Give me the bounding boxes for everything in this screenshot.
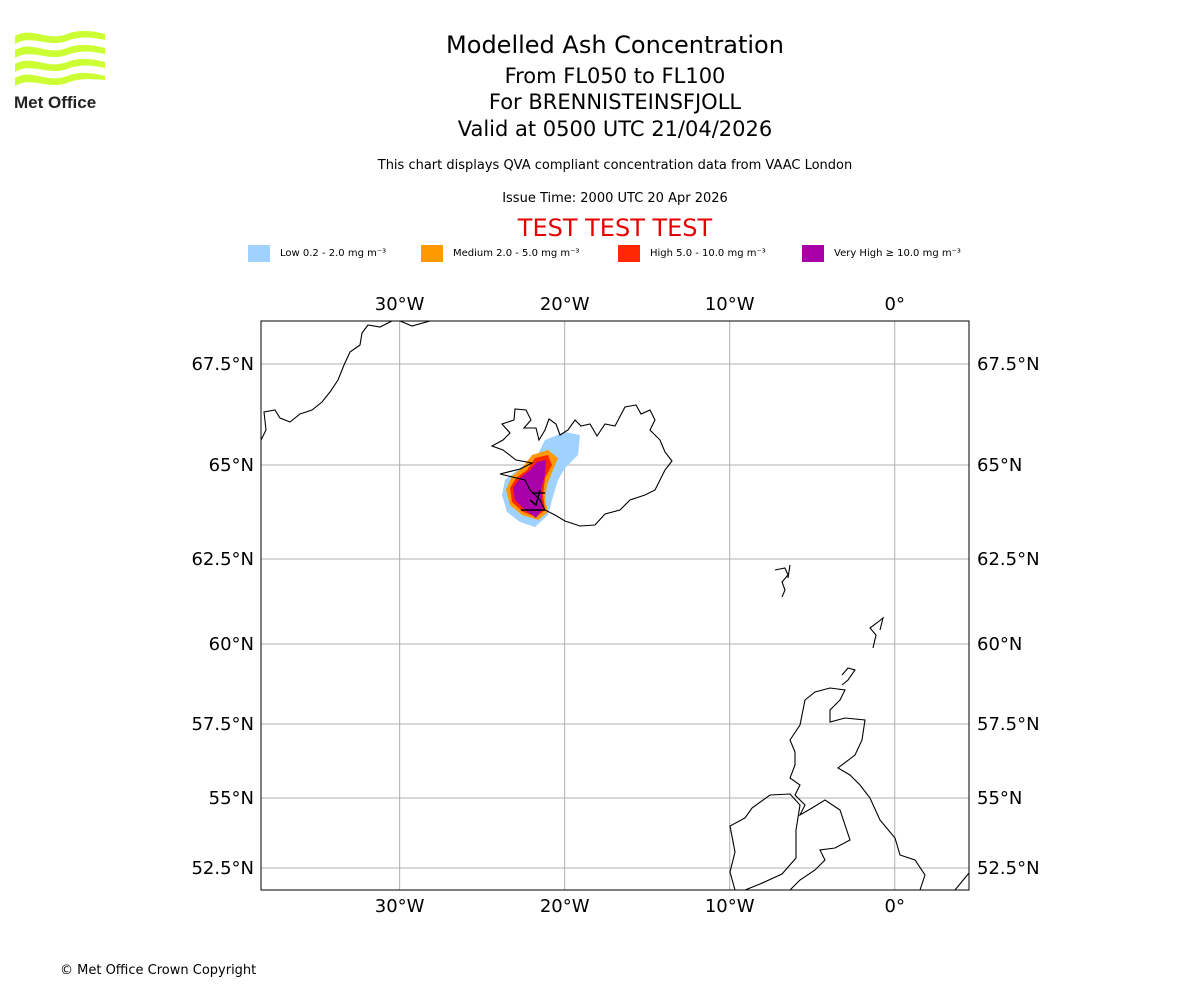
test-banner: TEST TEST TEST xyxy=(517,214,713,242)
lat-tick-label: 57.5°N xyxy=(191,714,254,735)
legend-label: High 5.0 - 10.0 mg m⁻³ xyxy=(650,248,766,259)
coast-france xyxy=(954,872,969,890)
lat-tick-label: 67.5°N xyxy=(191,354,254,375)
gridlines xyxy=(261,321,969,890)
lon-tick-label: 0° xyxy=(885,294,905,315)
volcano-region-lines xyxy=(521,489,545,511)
lon-tick-label: 0° xyxy=(885,896,905,917)
description: This chart displays QVA compliant concen… xyxy=(377,158,853,173)
copyright: © Met Office Crown Copyright xyxy=(60,963,257,978)
lon-tick-label: 30°W xyxy=(375,294,425,315)
lat-tick-label: 62.5°N xyxy=(191,549,254,570)
coast-orkney xyxy=(841,667,856,686)
legend-high: High 5.0 - 10.0 mg m⁻³ xyxy=(618,245,766,262)
chart-title: Modelled Ash Concentration xyxy=(446,31,784,59)
legend-label: Medium 2.0 - 5.0 mg m⁻³ xyxy=(453,248,580,259)
lat-tick-label: 52.5°N xyxy=(191,858,254,879)
legend-swatch xyxy=(248,245,270,262)
legend-swatch xyxy=(618,245,640,262)
coastlines xyxy=(261,321,969,890)
svg-text:Met Office: Met Office xyxy=(14,93,96,112)
lon-tick-label: 30°W xyxy=(375,896,425,917)
lon-tick-label: 20°W xyxy=(540,896,590,917)
lat-tick-label: 52.5°N xyxy=(977,858,1040,879)
lat-tick-label: 57.5°N xyxy=(977,714,1040,735)
valid-time: Valid at 0500 UTC 21/04/2026 xyxy=(457,117,773,141)
flight-levels: From FL050 to FL100 xyxy=(504,64,726,88)
lat-tick-label: 62.5°N xyxy=(977,549,1040,570)
ash-cloud xyxy=(502,432,580,527)
lat-tick-label: 65°N xyxy=(977,455,1022,476)
coast-iceland xyxy=(490,404,673,527)
legend-low: Low 0.2 - 2.0 mg m⁻³ xyxy=(248,245,386,262)
coast-ireland xyxy=(729,793,801,890)
legend-swatch xyxy=(802,245,824,262)
lon-tick-label: 10°W xyxy=(705,896,755,917)
legend-label: Very High ≥ 10.0 mg m⁻³ xyxy=(834,248,961,259)
lat-tick-label: 60°N xyxy=(209,634,254,655)
lat-tick-label: 60°N xyxy=(977,634,1022,655)
lat-tick-label: 55°N xyxy=(977,788,1022,809)
coast-britain xyxy=(789,687,926,890)
issue-time: Issue Time: 2000 UTC 20 Apr 2026 xyxy=(502,191,728,206)
lon-tick-label: 10°W xyxy=(705,294,755,315)
lon-tick-label: 20°W xyxy=(540,294,590,315)
lat-tick-label: 67.5°N xyxy=(977,354,1040,375)
legend-very-high: Very High ≥ 10.0 mg m⁻³ xyxy=(802,245,961,262)
legend-label: Low 0.2 - 2.0 mg m⁻³ xyxy=(280,248,387,259)
lat-tick-label: 55°N xyxy=(209,788,254,809)
legend-swatch xyxy=(421,245,443,262)
coast-shetland xyxy=(869,616,884,649)
legend-medium: Medium 2.0 - 5.0 mg m⁻³ xyxy=(421,245,579,262)
volcano-name: For BRENNISTEINSFJOLL xyxy=(488,90,742,114)
met-office-logo: Met Office xyxy=(14,30,105,112)
lat-tick-label: 65°N xyxy=(209,455,254,476)
axis-labels: 30°W 30°W 20°W 20°W 10°W 10°W 0° 0° 67.5°N 67.5°N… xyxy=(191,294,1039,917)
coast-greenland xyxy=(261,321,431,441)
coast-faroes xyxy=(774,564,791,598)
map-frame xyxy=(260,320,970,891)
